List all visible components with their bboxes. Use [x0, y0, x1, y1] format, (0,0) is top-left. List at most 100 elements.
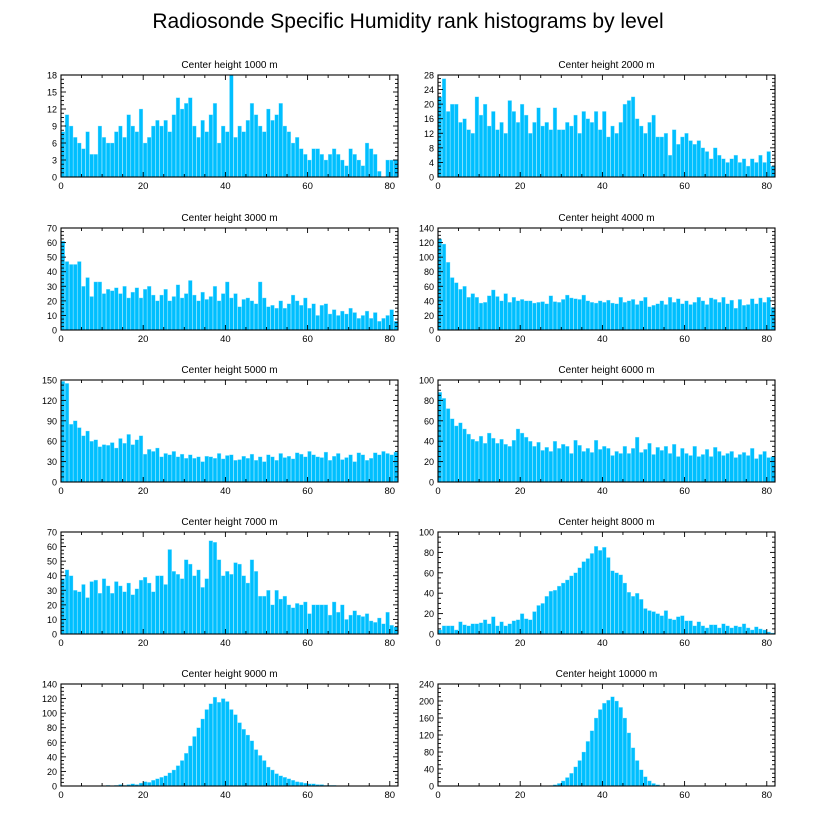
histogram-bar [737, 454, 742, 483]
histogram-bar [700, 300, 706, 331]
histogram-bar [507, 100, 512, 178]
histogram-bar [717, 627, 722, 635]
y-tick-label: 90 [47, 416, 57, 426]
histogram-bar [389, 159, 394, 178]
histogram-bar [758, 297, 763, 331]
histogram-bar [200, 587, 205, 635]
histogram-bar [647, 780, 652, 787]
histogram-bar [237, 306, 242, 331]
x-tick-label: 80 [761, 486, 772, 497]
histogram-bar [64, 114, 70, 178]
histogram-bar [241, 299, 246, 331]
histogram-bar [233, 137, 238, 178]
histogram-bar [602, 702, 607, 787]
histogram-bar [171, 451, 176, 483]
histogram-bar [622, 446, 627, 483]
y-tick-label: 120 [419, 238, 434, 248]
histogram-bar [159, 456, 164, 483]
x-tick-label: 40 [220, 790, 231, 801]
histogram-bar [266, 590, 271, 635]
histogram-bar [319, 604, 324, 635]
histogram-bar [184, 753, 189, 787]
histogram-bar [138, 579, 144, 635]
histogram-bar [360, 616, 365, 635]
histogram-bar [618, 707, 623, 787]
histogram-bar [577, 567, 582, 635]
histogram-bar [507, 446, 512, 483]
histogram-bar [754, 303, 759, 331]
panel-title: Center height 7000 m [181, 517, 277, 528]
histogram-bar [557, 129, 562, 178]
histogram-bar [680, 615, 685, 635]
histogram-bar [528, 441, 533, 483]
histogram-bar [151, 125, 156, 178]
histogram-bar [373, 312, 378, 331]
y-tick-label: 60 [424, 416, 434, 426]
histogram-bar [216, 142, 222, 178]
histogram-bar [528, 300, 533, 331]
histogram-bar [713, 299, 718, 331]
histogram-bar [680, 136, 685, 178]
histogram-bar [167, 772, 172, 787]
histogram-bar [340, 604, 345, 635]
x-tick-label: 60 [679, 790, 690, 801]
histogram-bar [118, 293, 123, 331]
histogram-bar [626, 732, 632, 787]
histogram-bar [114, 581, 119, 635]
histogram-bar [729, 451, 734, 483]
histogram-bar [450, 103, 455, 178]
histogram-bar [561, 780, 566, 787]
histogram-bar [204, 131, 209, 178]
x-tick-label: 80 [761, 790, 772, 801]
y-tick-label: 40 [47, 267, 57, 277]
histogram-bar [282, 777, 287, 787]
histogram-bar [151, 451, 156, 483]
histogram-bar [495, 625, 500, 635]
histogram-bar [630, 299, 636, 331]
y-tick-label: 30 [47, 586, 57, 596]
histogram-bar [725, 303, 730, 331]
y-tick-label: 80 [424, 548, 434, 558]
y-tick-label: 60 [424, 568, 434, 578]
histogram-bar [200, 461, 205, 483]
histogram-bar [441, 398, 447, 483]
histogram-bar [458, 289, 463, 331]
histogram-bar [651, 305, 656, 331]
histogram-bar [212, 542, 218, 635]
histogram-bar [356, 452, 361, 483]
histogram-bar [721, 297, 726, 331]
histogram-bar [520, 613, 525, 635]
histogram-bar [245, 458, 250, 483]
histogram-bar [270, 604, 275, 635]
histogram-bar [64, 569, 70, 635]
histogram-bar [437, 238, 442, 331]
histogram-bar [262, 595, 267, 635]
x-tick-label: 40 [597, 790, 608, 801]
histogram-bar [290, 607, 296, 635]
histogram-bar [672, 444, 677, 483]
histogram-bar [672, 129, 677, 178]
x-tick-label: 60 [679, 486, 690, 497]
histogram-bar [684, 620, 689, 635]
histogram-bar [266, 766, 271, 787]
histogram-bar [647, 122, 652, 178]
y-tick-label: 10 [47, 311, 57, 321]
histogram-bar [606, 299, 611, 331]
histogram-bar [221, 575, 226, 635]
panel-title: Center height 2000 m [558, 60, 654, 71]
histogram-bar [385, 611, 390, 635]
histogram-bar [85, 430, 90, 483]
histogram-bar [340, 159, 345, 178]
histogram-bar [515, 619, 521, 635]
histogram-bar [221, 293, 226, 331]
histogram-bar [175, 456, 181, 483]
histogram-bar [126, 114, 131, 178]
histogram-bar [750, 629, 755, 635]
histogram-bar [97, 593, 102, 635]
histogram-bar [474, 96, 479, 178]
histogram-bar [196, 137, 201, 178]
histogram-bar [327, 154, 333, 178]
histogram-bar [565, 446, 570, 483]
histogram-bar [151, 294, 156, 331]
histogram-bar [101, 578, 107, 635]
